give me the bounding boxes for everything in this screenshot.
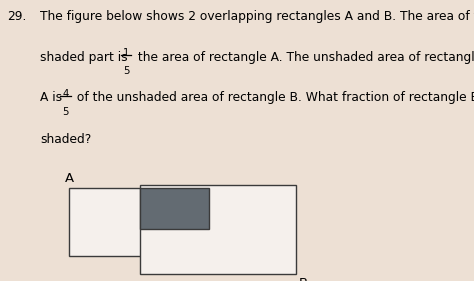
Text: 1: 1 xyxy=(123,48,129,58)
FancyBboxPatch shape xyxy=(140,185,296,274)
Text: 5: 5 xyxy=(62,107,69,117)
Text: the area of rectangle A. The unshaded area of rectangle: the area of rectangle A. The unshaded ar… xyxy=(134,51,474,64)
Text: shaded?: shaded? xyxy=(40,133,91,146)
Text: 5: 5 xyxy=(123,66,129,76)
FancyBboxPatch shape xyxy=(69,188,209,256)
Text: B: B xyxy=(299,277,308,281)
Text: 29.: 29. xyxy=(7,10,27,23)
Text: 4: 4 xyxy=(62,89,68,99)
Text: shaded part is: shaded part is xyxy=(40,51,132,64)
Text: of the unshaded area of rectangle B. What fraction of rectangle B is: of the unshaded area of rectangle B. Wha… xyxy=(73,91,474,104)
Text: The figure below shows 2 overlapping rectangles A and B. The area of the: The figure below shows 2 overlapping rec… xyxy=(40,10,474,23)
Text: A: A xyxy=(65,173,74,185)
Text: A is: A is xyxy=(40,91,66,104)
FancyBboxPatch shape xyxy=(140,188,209,229)
